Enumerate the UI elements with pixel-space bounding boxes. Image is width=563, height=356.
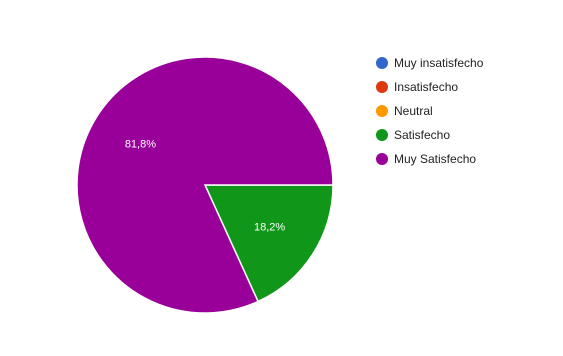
legend-label: Insatisfecho <box>394 80 458 94</box>
legend-label: Satisfecho <box>394 128 450 142</box>
legend-label: Muy Satisfecho <box>394 152 476 166</box>
legend-label: Muy insatisfecho <box>394 56 484 70</box>
pie-slice-muy-satisfecho <box>76 56 334 314</box>
slice-percent-label: 18,2% <box>254 222 285 234</box>
legend-marker <box>376 81 388 93</box>
legend-marker <box>376 153 388 165</box>
legend-label: Neutral <box>394 104 433 118</box>
pie-slices <box>76 56 334 314</box>
slice-percent-label: 81,8% <box>125 138 156 150</box>
pie-slice-labels: 18,2% 81,8% <box>125 138 286 233</box>
legend-marker <box>376 57 388 69</box>
legend: Muy insatisfecho Insatisfecho Neutral Satis… <box>376 56 484 166</box>
legend-marker <box>376 105 388 117</box>
legend-marker <box>376 129 388 141</box>
pie-slice-satisfecho <box>203 184 334 303</box>
